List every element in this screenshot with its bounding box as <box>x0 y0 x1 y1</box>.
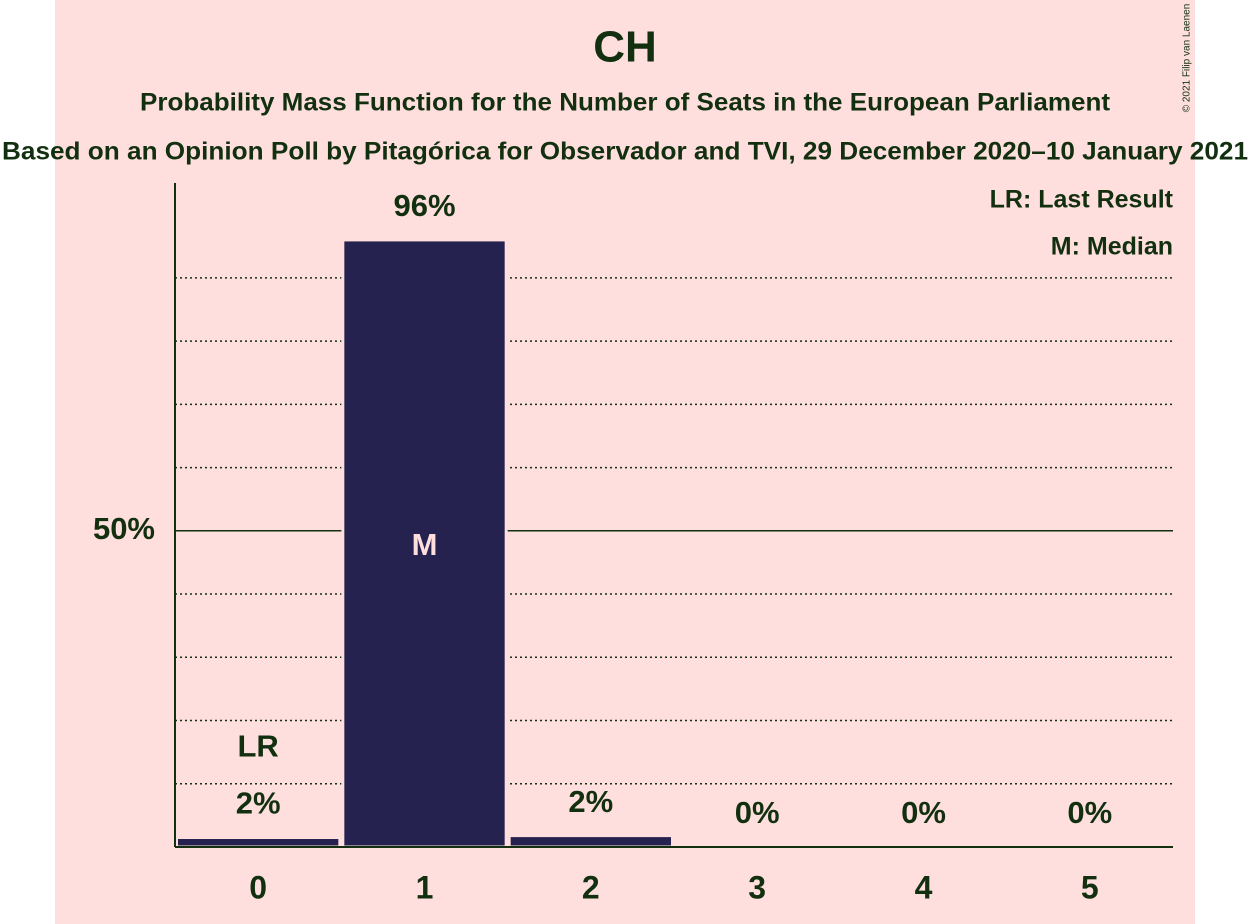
chart-title: CH <box>593 23 657 72</box>
bar <box>507 834 674 849</box>
x-tick-label: 0 <box>249 869 267 905</box>
chart-subtitle: Probability Mass Function for the Number… <box>140 89 1111 117</box>
value-label: 0% <box>1067 795 1112 830</box>
marker-label: M <box>412 527 438 562</box>
chart-caption: Based on an Opinion Poll by Pitagórica f… <box>2 138 1248 166</box>
marker-label: LR <box>238 729 279 764</box>
x-tick-label: 3 <box>748 869 766 905</box>
background <box>55 0 1195 924</box>
value-label: 0% <box>735 795 780 830</box>
y-tick-label: 50% <box>93 511 155 546</box>
x-tick-label: 1 <box>416 869 434 905</box>
copyright: © 2021 Filip van Laenen <box>1182 4 1193 113</box>
value-label: 96% <box>393 188 455 223</box>
legend-entry: M: Median <box>1051 233 1173 261</box>
value-label: 0% <box>901 795 946 830</box>
legend-entry: LR: Last Result <box>990 186 1174 214</box>
x-tick-label: 4 <box>915 869 933 905</box>
bar <box>175 836 342 849</box>
value-label: 2% <box>236 786 281 821</box>
x-tick-label: 5 <box>1081 869 1099 905</box>
x-tick-label: 2 <box>582 869 600 905</box>
value-label: 2% <box>568 784 613 819</box>
